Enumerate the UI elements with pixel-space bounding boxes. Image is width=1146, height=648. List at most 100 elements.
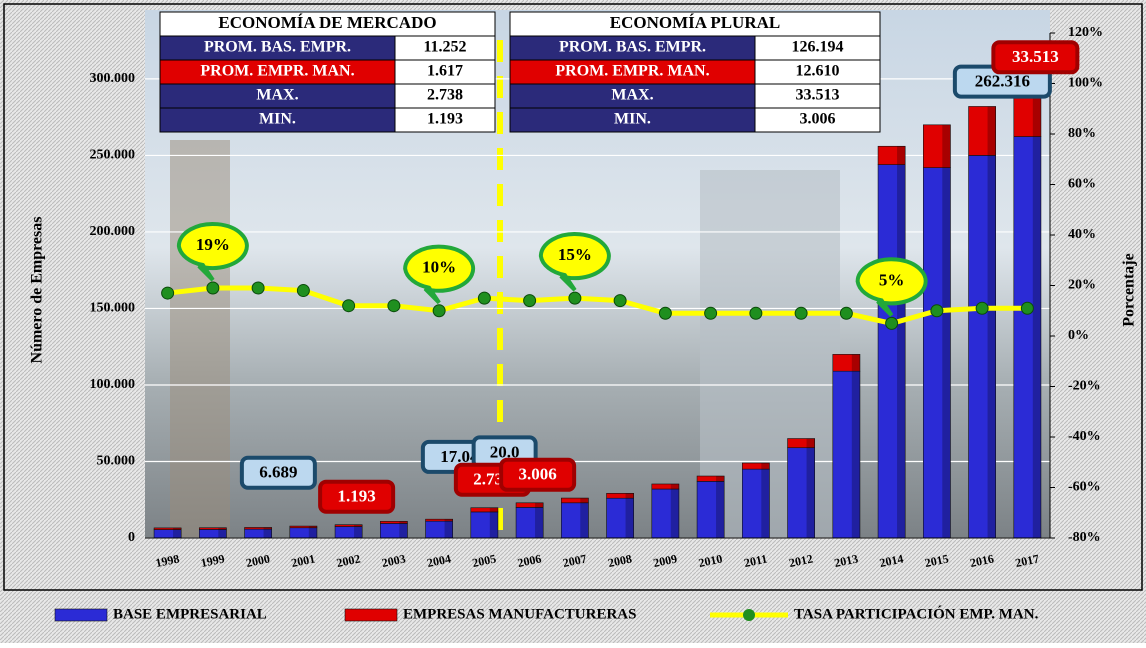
line-marker: [930, 304, 944, 318]
line-marker: [251, 281, 265, 295]
line-marker: [206, 281, 220, 295]
bar-segment: [560, 502, 589, 539]
line-marker: [794, 306, 808, 320]
data-label: 19%: [196, 235, 230, 254]
x-tick-label: 2002: [335, 551, 361, 570]
legend-label: TASA PARTICIPACIÓN EMP. MAN.: [794, 605, 1039, 622]
line-series: [167, 285, 1028, 326]
y-tick-label: 300.000: [90, 71, 136, 86]
callout-box: [318, 479, 396, 514]
x-tick-label: 2001: [290, 551, 316, 570]
table-value-cell: [754, 35, 881, 61]
x-tick-label: 2008: [607, 551, 633, 570]
bar-shade: [535, 502, 544, 508]
table-title-cell: [509, 11, 881, 37]
bar-segment: [606, 497, 634, 539]
x-tick-label: 2005: [471, 551, 497, 570]
bar-shade: [716, 481, 725, 538]
x-tick-label: 2014: [878, 551, 904, 570]
bar-segment: [696, 475, 725, 482]
table-value: 3.006: [800, 111, 836, 128]
x-tick-label: 2010: [697, 551, 723, 570]
bar-shade: [308, 527, 317, 538]
line-marker: [839, 306, 853, 320]
bar-shade: [1032, 85, 1041, 137]
bar-shade: [806, 447, 815, 538]
bar-shade: [218, 527, 227, 530]
bar-segment: [832, 370, 861, 539]
bar-segment: [877, 145, 906, 165]
bar-shade: [489, 511, 498, 538]
table-label: PROM. BAS. EMPR.: [559, 39, 706, 56]
table-label: PROM. BAS. EMPR.: [204, 39, 351, 56]
bar-segment: [787, 447, 815, 539]
x-tick-label: 2011: [743, 552, 769, 571]
bar-shade: [354, 526, 363, 538]
legend-label: BASE EMPRESARIAL: [113, 606, 267, 622]
bar-segment: [470, 507, 499, 513]
data-label: 17.04: [440, 447, 479, 466]
y-tick-label: 0: [128, 530, 135, 545]
bar-shade: [716, 476, 725, 482]
table-title-cell: [159, 11, 496, 37]
y-tick-label: 150.000: [90, 301, 136, 316]
bar-shade: [761, 469, 770, 538]
legend-swatch: [344, 608, 398, 622]
bar-segment: [425, 518, 453, 522]
table-title: ECONOMÍA PLURAL: [610, 13, 780, 32]
bar-segment: [968, 106, 996, 156]
table-value-cell: [394, 83, 496, 109]
table-value: 11.252: [423, 39, 466, 56]
data-label: 10%: [422, 258, 456, 277]
y-tick-label: 200.000: [90, 224, 136, 239]
data-label: 1.193: [338, 487, 376, 506]
y2-tick-label: -80%: [1068, 530, 1101, 545]
bar-segment: [560, 497, 589, 504]
bar-shade: [670, 483, 679, 490]
bar-shade: [897, 146, 906, 165]
bar-shade: [987, 106, 996, 156]
bar-shade: [761, 463, 770, 470]
bar-shade: [942, 124, 951, 168]
callout-bubble: [403, 244, 476, 305]
y-tick-label: 50.000: [97, 454, 136, 469]
table-title: ECONOMÍA DE MERCADO: [218, 13, 436, 32]
bar-segment: [787, 438, 815, 449]
line-marker: [749, 306, 763, 320]
bar-shade: [987, 155, 996, 538]
bar-segment: [379, 521, 408, 524]
y-axis-label: Número de Empresas: [29, 217, 46, 364]
y2-tick-label: 40%: [1068, 227, 1096, 242]
data-label: 15%: [558, 245, 592, 264]
bar-shade: [806, 438, 815, 448]
line-marker: [885, 316, 899, 330]
bar-shade: [263, 529, 272, 538]
line-marker: [704, 306, 718, 320]
table-value: 1.193: [427, 111, 463, 128]
line-marker: [477, 291, 491, 305]
table-label-cell: [159, 59, 396, 85]
bar-shade: [580, 502, 589, 538]
bar-shade: [263, 527, 272, 530]
line-marker: [296, 284, 310, 298]
y2-tick-label: 20%: [1068, 278, 1096, 293]
x-tick-label: 2015: [923, 551, 949, 570]
x-tick-label: 2016: [969, 551, 995, 570]
line-marker: [523, 294, 537, 308]
bar-shade: [173, 527, 182, 530]
bar-segment: [606, 493, 634, 499]
bar-segment: [515, 507, 544, 539]
bar-segment: [922, 124, 951, 168]
table-label: PROM. EMPR. MAN.: [200, 63, 354, 80]
legend-swatch: [54, 608, 108, 622]
table-label: MIN.: [614, 111, 651, 128]
bar-shade: [580, 498, 589, 503]
table-value-cell: [394, 107, 496, 133]
line-marker: [161, 286, 175, 300]
callout-bubble: [855, 257, 928, 317]
bar-shade: [399, 521, 408, 524]
table-label-cell: [159, 83, 396, 109]
data-label: 33.513: [1012, 47, 1059, 66]
bar-shade: [218, 529, 227, 538]
scenery: [170, 140, 230, 538]
